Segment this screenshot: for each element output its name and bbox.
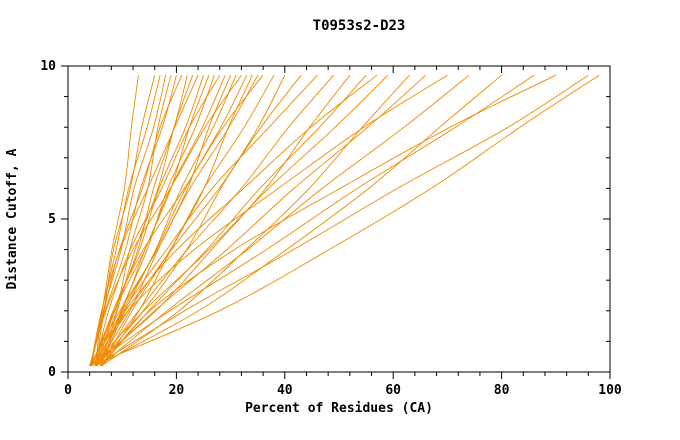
- model-curve: [96, 75, 204, 367]
- model-curve: [91, 74, 302, 367]
- model-curve: [89, 74, 242, 367]
- model-curve: [94, 75, 172, 367]
- y-tick-label: 10: [40, 59, 56, 74]
- model-curve: [89, 74, 448, 367]
- model-curve: [96, 74, 248, 367]
- x-tick-label: 40: [277, 383, 293, 398]
- model-curve: [94, 74, 589, 367]
- model-curve: [101, 74, 556, 367]
- model-curve: [90, 74, 600, 367]
- x-tick-label: 20: [169, 383, 185, 398]
- y-tick-label: 0: [48, 365, 56, 380]
- x-tick-label: 0: [64, 383, 72, 398]
- model-curve: [95, 74, 502, 367]
- model-curve: [94, 74, 221, 367]
- x-tick-label: 60: [385, 383, 401, 398]
- model-curve: [95, 75, 161, 366]
- tick-labels-layer: 0 20 40 60 80 100 0 5 10: [40, 59, 622, 398]
- model-curve: [89, 74, 535, 367]
- x-tick-label: 100: [598, 383, 622, 398]
- axes-layer: [61, 65, 611, 379]
- x-tick-label: 80: [494, 383, 510, 398]
- model-curve: [95, 75, 183, 366]
- model-curve: [95, 74, 286, 367]
- y-axis-label: Distance Cutoff, A: [5, 148, 20, 289]
- model-curve: [90, 75, 167, 366]
- model-curve: [94, 74, 378, 367]
- model-curve: [100, 74, 318, 367]
- model-curve: [90, 75, 226, 367]
- model-curve: [95, 74, 427, 367]
- model-curve: [100, 74, 470, 367]
- chart-title: T0953s2-D23: [313, 18, 406, 34]
- model-curve: [90, 74, 351, 367]
- y-tick-label: 5: [48, 212, 56, 227]
- model-curve: [96, 74, 334, 367]
- model-curve: [90, 74, 389, 367]
- model-curve: [89, 74, 259, 367]
- model-curve: [100, 75, 194, 367]
- model-curve: [90, 75, 199, 366]
- x-axis-label: Percent of Residues (CA): [245, 401, 433, 416]
- model-curve: [101, 74, 275, 367]
- model-curve: [101, 74, 410, 367]
- model-curve: [95, 74, 264, 367]
- curves-layer: [89, 74, 600, 367]
